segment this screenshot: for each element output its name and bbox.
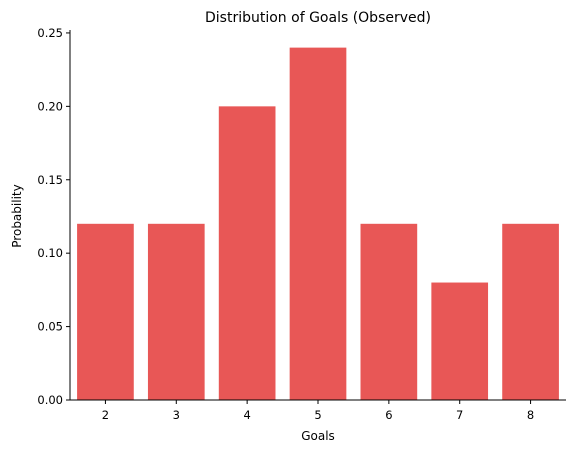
bar-8 bbox=[502, 223, 559, 400]
x-tick-label-5: 5 bbox=[314, 408, 321, 422]
y-tick-label-0.25: 0.25 bbox=[37, 26, 63, 40]
y-tick-label-0.00: 0.00 bbox=[37, 393, 63, 407]
x-tick-label-8: 8 bbox=[527, 408, 534, 422]
y-tick-label-0.15: 0.15 bbox=[37, 173, 63, 187]
x-axis: 2 3 4 5 6 7 8 bbox=[70, 399, 566, 422]
x-tick-label-7: 7 bbox=[456, 408, 463, 422]
y-tick-label-0.20: 0.20 bbox=[37, 99, 63, 113]
chart-title: Distribution of Goals (Observed) bbox=[205, 10, 431, 26]
x-tick-label-2: 2 bbox=[102, 408, 109, 422]
bar-3 bbox=[147, 223, 205, 400]
y-axis: 0.00 0.05 0.10 0.15 0.20 0.25 bbox=[37, 26, 71, 407]
y-axis-label: Probability bbox=[10, 184, 24, 247]
bar-5 bbox=[289, 47, 347, 400]
bar-7 bbox=[431, 282, 489, 400]
bar-2 bbox=[77, 223, 134, 400]
bar-4 bbox=[218, 106, 276, 400]
bars-group bbox=[77, 47, 559, 400]
x-axis-label: Goals bbox=[301, 429, 335, 443]
y-tick-label-0.10: 0.10 bbox=[37, 246, 63, 260]
x-tick-label-4: 4 bbox=[243, 408, 250, 422]
x-tick-label-6: 6 bbox=[385, 408, 392, 422]
bar-6 bbox=[360, 223, 418, 400]
y-tick-label-0.05: 0.05 bbox=[37, 320, 63, 334]
x-tick-label-3: 3 bbox=[173, 408, 180, 422]
